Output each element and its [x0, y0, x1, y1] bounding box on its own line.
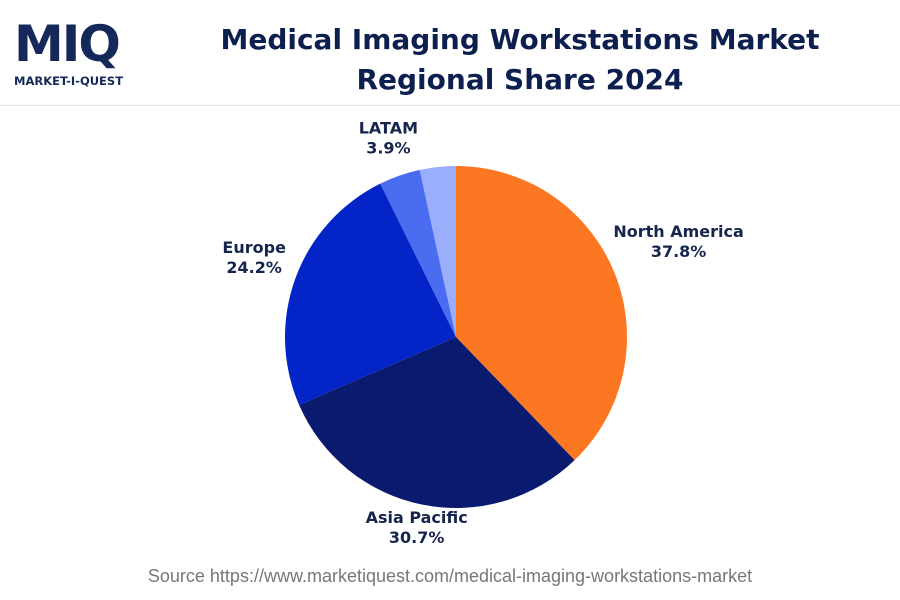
- slice-label: North America: [613, 222, 743, 241]
- slice-label: LATAM: [359, 118, 418, 137]
- slice-label: Europe: [222, 238, 286, 257]
- divider: [0, 105, 900, 106]
- slice-label: Asia Pacific: [366, 508, 468, 527]
- chart-title: Medical Imaging Workstations Market Regi…: [220, 23, 820, 96]
- pie-slice: [419, 166, 456, 337]
- slice-value-label: 30.7%: [389, 528, 445, 547]
- source-note: Source https://www.marketiquest.com/medi…: [147, 566, 753, 586]
- pie-slice: [380, 169, 456, 337]
- pie-slice: [299, 337, 575, 508]
- pie-slice: [284, 183, 456, 405]
- logo-mark: MIQ: [14, 15, 121, 73]
- pie-slice: [456, 166, 627, 461]
- slice-value-label: 37.8%: [651, 242, 707, 261]
- slice-value-label: 3.9%: [366, 138, 410, 157]
- slice-value-label: 24.2%: [226, 258, 282, 277]
- logo-text: MARKET-I-QUEST: [14, 74, 124, 88]
